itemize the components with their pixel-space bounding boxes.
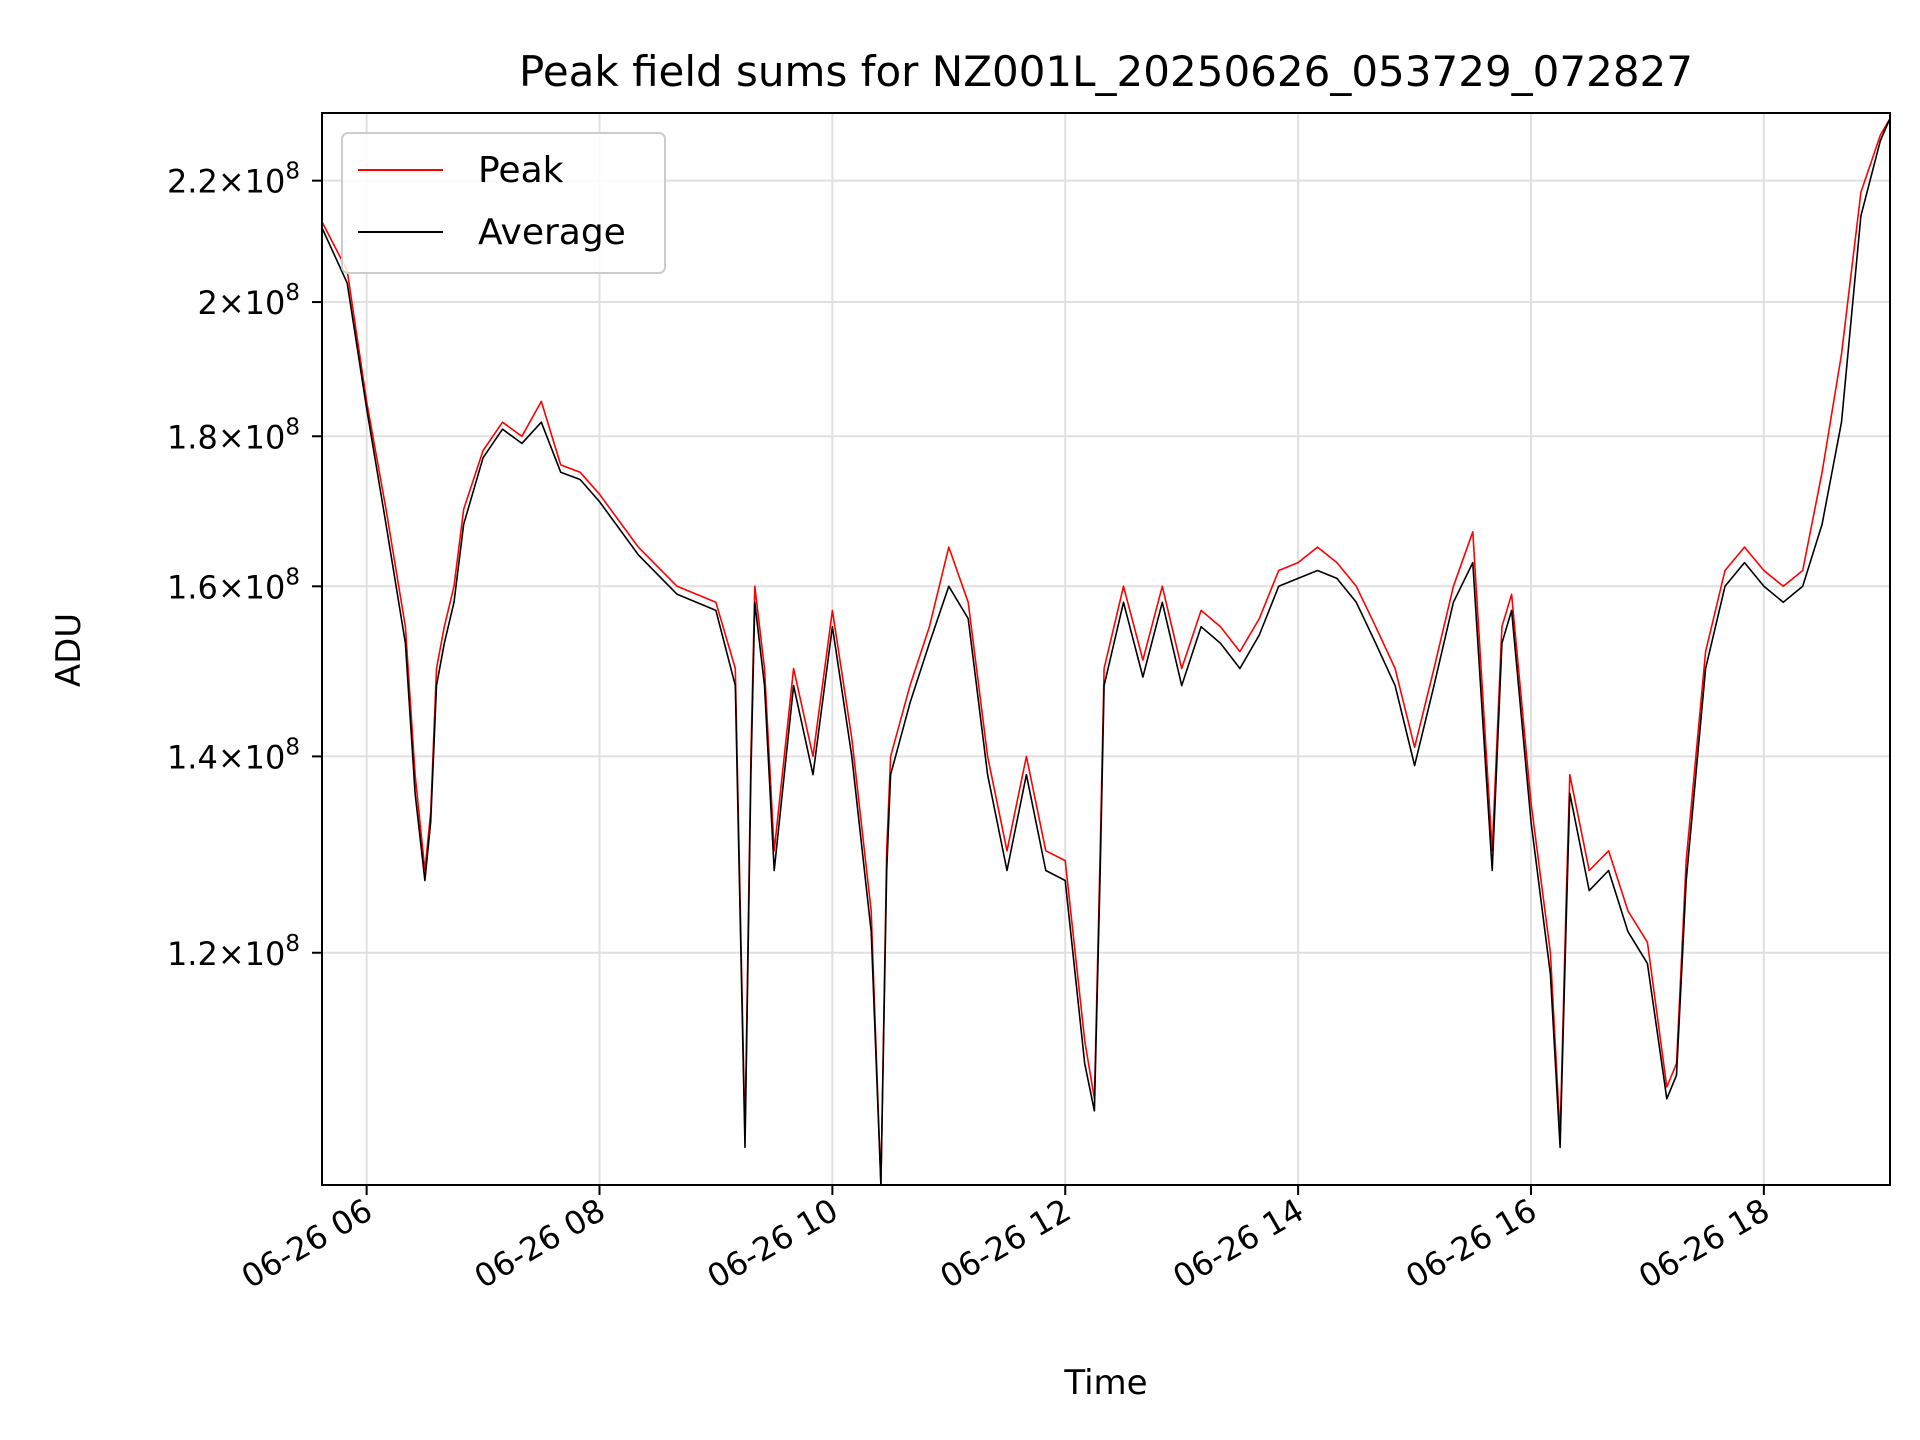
y-tick-label: 1.6×108 bbox=[167, 564, 300, 606]
y-tick-exponent: 8 bbox=[285, 280, 300, 306]
y-tick-mantissa: 1.2 bbox=[167, 935, 218, 973]
y-axis-label: ADU bbox=[49, 613, 89, 687]
y-tick-exponent: 8 bbox=[285, 734, 300, 760]
grid bbox=[322, 113, 1890, 1185]
series-line-average bbox=[321, 118, 1891, 1186]
y-tick-mantissa: 1.8 bbox=[167, 418, 218, 456]
legend-peak-label: Peak bbox=[478, 150, 564, 191]
x-axis-label: Time bbox=[1063, 1363, 1147, 1403]
y-tick-exponent: 8 bbox=[285, 931, 300, 957]
y-tick-mantissa: 1.6 bbox=[167, 568, 218, 606]
y-tick-label: 2.2×108 bbox=[167, 159, 300, 201]
y-tick-label: 1.2×108 bbox=[167, 931, 300, 973]
legend: Peak Average bbox=[341, 132, 666, 274]
y-tick-mantissa: 2.2 bbox=[167, 163, 218, 201]
y-tick-exponent: 8 bbox=[285, 414, 300, 440]
y-tick-exponent: 8 bbox=[285, 159, 300, 185]
chart-title: Peak field sums for NZ001L_20250626_0537… bbox=[519, 47, 1693, 96]
y-tick-label: 1.4×108 bbox=[167, 734, 300, 776]
y-tick-exponent: 8 bbox=[285, 564, 300, 590]
legend-box bbox=[341, 132, 666, 274]
y-tick-label: 1.8×108 bbox=[167, 414, 300, 456]
plot-frame bbox=[321, 112, 1891, 1186]
series-layer bbox=[321, 118, 1891, 1186]
y-tick-label: 2×108 bbox=[197, 280, 300, 322]
y-tick-mantissa: 1.4 bbox=[167, 738, 218, 776]
y-tick-mantissa: 2 bbox=[197, 284, 217, 322]
legend-average-label: Average bbox=[478, 212, 626, 253]
